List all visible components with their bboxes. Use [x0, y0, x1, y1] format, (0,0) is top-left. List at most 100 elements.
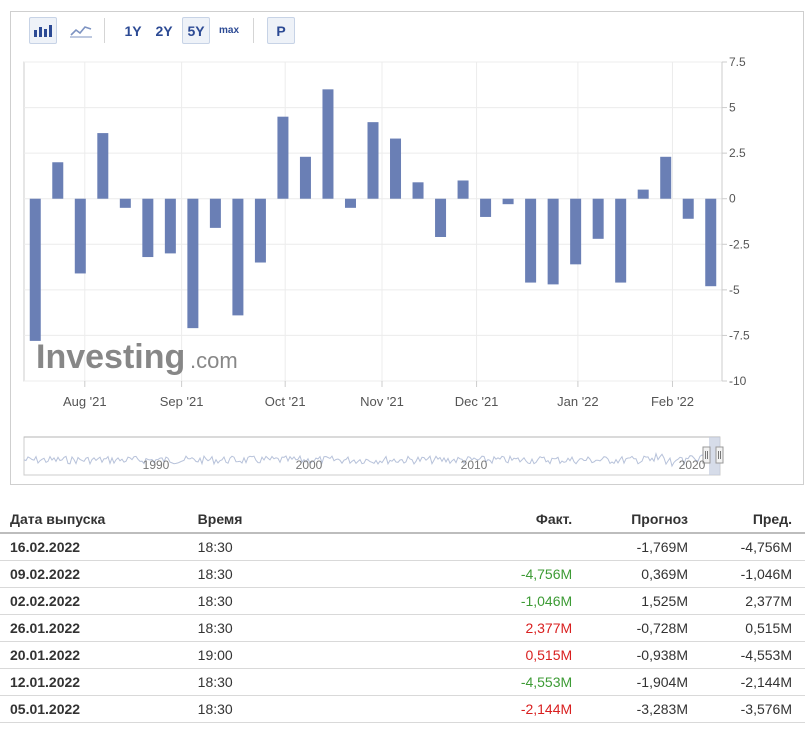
bar[interactable] [480, 198, 492, 217]
cell-previous: -1,046M [688, 560, 805, 588]
bar[interactable] [412, 182, 424, 199]
line-chart-button[interactable] [67, 17, 95, 44]
bar[interactable] [277, 116, 289, 199]
cell-date: 09.02.2022 [0, 560, 198, 588]
bar[interactable] [97, 133, 109, 199]
watermark-brand: Investing [36, 338, 185, 376]
bar[interactable] [254, 198, 266, 263]
cell-previous: -4,553M [688, 641, 805, 669]
navigator-selection[interactable] [709, 437, 720, 475]
range-navigator[interactable]: 1990 2000 2010 2020 [23, 436, 724, 476]
bar[interactable] [164, 198, 176, 254]
header-forecast[interactable]: Прогноз [572, 505, 688, 534]
table-row: 16.02.2022 18:30 -1,769M -4,756M [0, 533, 805, 561]
p-button[interactable]: P [267, 17, 295, 44]
cell-time: 18:30 [197, 695, 376, 723]
x-tick-label: Aug '21 [63, 394, 107, 409]
cell-forecast: 0,369M [572, 560, 688, 588]
bar[interactable] [637, 189, 649, 199]
bar[interactable] [142, 198, 154, 258]
table-row: 05.01.2022 18:30 -2,144M -3,283M -3,576M [0, 695, 805, 723]
x-tick-label: Oct '21 [265, 394, 306, 409]
bar[interactable] [435, 198, 447, 237]
y-tick-label: -2.5 [729, 237, 750, 251]
header-time[interactable]: Время [197, 505, 376, 534]
navigator-handle-right[interactable] [715, 446, 724, 464]
range-5y-button[interactable]: 5Y [182, 17, 210, 44]
cell-date: 26.01.2022 [0, 614, 198, 642]
bar-chart-icon [34, 24, 52, 37]
bar[interactable] [29, 198, 41, 341]
range-2y-button[interactable]: 2Y [155, 22, 173, 39]
navigator-series [23, 451, 711, 468]
bar[interactable] [232, 198, 244, 316]
bar[interactable] [457, 180, 469, 199]
navigator-year-label: 2000 [296, 458, 323, 472]
range-max-button[interactable]: max [218, 25, 239, 36]
cell-forecast: -1,769M [572, 533, 688, 561]
navigator-year-label: 1990 [143, 458, 170, 472]
bar[interactable] [390, 138, 402, 199]
bar-chart-button[interactable] [29, 17, 57, 44]
table-row: 02.02.2022 18:30 -1,046M 1,525M 2,377M [0, 587, 805, 615]
bars-layer [29, 89, 717, 341]
header-previous[interactable]: Пред. [688, 505, 805, 534]
watermark-suffix: .com [190, 348, 238, 373]
bar[interactable] [547, 198, 559, 285]
y-tick-label: -7.5 [729, 328, 750, 342]
bar[interactable] [592, 198, 604, 239]
bar[interactable] [299, 156, 311, 199]
bar[interactable] [209, 198, 221, 228]
cell-actual: 2,377M [375, 614, 573, 642]
bar[interactable] [705, 198, 717, 287]
table-header-row: Дата выпуска Время Факт. Прогноз Пред. [0, 505, 805, 534]
navigator-handle-left[interactable] [702, 446, 711, 464]
cell-previous: 2,377M [688, 587, 805, 615]
range-1y-button[interactable]: 1Y [124, 22, 142, 39]
cell-date: 02.02.2022 [0, 587, 198, 615]
cell-time: 18:30 [197, 533, 376, 561]
cell-actual: -2,144M [375, 695, 573, 723]
cell-actual [375, 533, 573, 561]
y-tick-label: 2.5 [729, 146, 746, 160]
cell-date: 12.01.2022 [0, 668, 198, 696]
bar[interactable] [660, 156, 672, 199]
bar[interactable] [187, 198, 199, 329]
bar[interactable] [367, 122, 379, 199]
bar[interactable] [615, 198, 627, 283]
table-row: 26.01.2022 18:30 2,377M -0,728M 0,515M [0, 614, 805, 642]
navigator-track[interactable] [23, 436, 721, 476]
bar[interactable] [682, 198, 694, 219]
cell-previous: -2,144M [688, 668, 805, 696]
bar[interactable] [119, 198, 131, 208]
bar[interactable] [52, 162, 64, 199]
navigator-year-label: 2020 [679, 458, 706, 472]
cell-date: 20.01.2022 [0, 641, 198, 669]
x-tick-label: Sep '21 [160, 394, 204, 409]
bar[interactable] [502, 198, 514, 205]
bar[interactable] [525, 198, 537, 283]
line-chart-icon [70, 25, 92, 37]
cell-date: 16.02.2022 [0, 533, 198, 561]
chart-svg: 7.5 5 2.5 0 -2.5 -5 -7.5 -10 Aug '21 Sep '21 Oct … [23, 55, 750, 476]
header-actual[interactable]: Факт. [375, 505, 573, 534]
bar[interactable] [344, 198, 356, 208]
history-table: Дата выпуска Время Факт. Прогноз Пред. 1… [0, 505, 805, 723]
cell-previous: 0,515M [688, 614, 805, 642]
cell-forecast: 1,525M [572, 587, 688, 615]
cell-time: 18:30 [197, 614, 376, 642]
bar[interactable] [322, 89, 334, 199]
cell-previous: -3,576M [688, 695, 805, 723]
x-tick-label: Jan '22 [557, 394, 599, 409]
cell-actual: 0,515M [375, 641, 573, 669]
bar[interactable] [74, 198, 86, 274]
header-release-date[interactable]: Дата выпуска [0, 505, 198, 534]
bar[interactable] [570, 198, 582, 265]
x-tick-label: Dec '21 [455, 394, 499, 409]
cell-forecast: -3,283M [572, 695, 688, 723]
table-row: 09.02.2022 18:30 -4,756M 0,369M -1,046M [0, 560, 805, 588]
cell-forecast: -1,904M [572, 668, 688, 696]
navigator-year-label: 2010 [461, 458, 488, 472]
y-tick-label: 0 [729, 192, 736, 206]
cell-previous: -4,756M [688, 533, 805, 561]
